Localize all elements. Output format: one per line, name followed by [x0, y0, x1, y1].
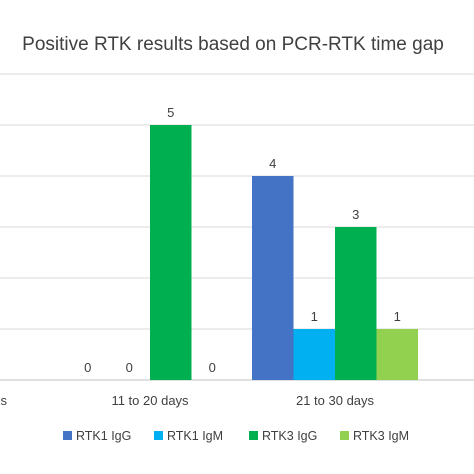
chart-title: Positive RTK results based on PCR-RTK ti… [22, 34, 444, 55]
data-label: 4 [269, 156, 276, 171]
legend-item: RTK1 IgM [154, 429, 223, 443]
data-label: 1 [311, 309, 318, 324]
legend-label: RTK3 IgM [353, 429, 409, 443]
legend-label: RTK1 IgM [167, 429, 223, 443]
legend-swatch [249, 431, 258, 440]
bar-rtk3-igg [335, 227, 377, 380]
data-label: 1 [394, 309, 401, 324]
bar-rtk3-igm [376, 329, 418, 380]
bars [150, 125, 418, 380]
bar-rtk1-igg [252, 176, 294, 380]
legend-item: RTK3 IgM [340, 429, 409, 443]
legend: RTK1 IgG RTK1 IgM RTK3 IgG RTK3 IgM [63, 429, 409, 443]
legend-swatch [340, 431, 349, 440]
bar-rtk3-igg [150, 125, 192, 380]
data-label: 0 [126, 360, 133, 375]
x-tick-label: 21 to 30 days [296, 393, 375, 408]
gridlines [0, 73, 474, 381]
data-label: 3 [352, 207, 359, 222]
legend-item: RTK1 IgG [63, 429, 131, 443]
legend-swatch [154, 431, 163, 440]
x-tick-label: s [1, 393, 8, 408]
legend-label: RTK1 IgG [76, 429, 131, 443]
data-label: 5 [167, 105, 174, 120]
data-label: 0 [209, 360, 216, 375]
legend-item: RTK3 IgG [249, 429, 317, 443]
bar-rtk1-igm [293, 329, 335, 380]
x-tick-label: 11 to 20 days [111, 393, 189, 408]
legend-label: RTK3 IgG [262, 429, 317, 443]
x-axis-ticks: s 11 to 20 days 21 to 30 days [1, 393, 375, 408]
data-label: 0 [84, 360, 91, 375]
legend-swatch [63, 431, 72, 440]
data-labels: 00050413111 [84, 105, 401, 375]
